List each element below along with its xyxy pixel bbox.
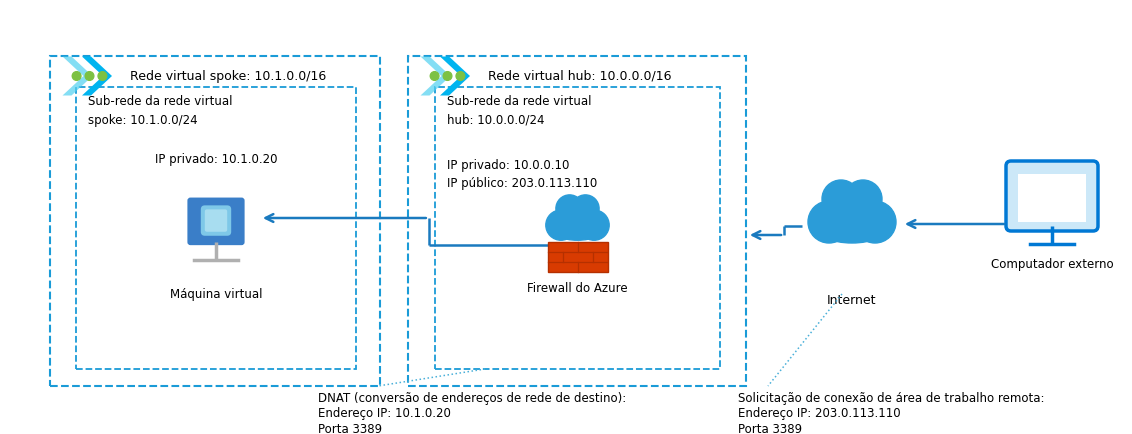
Text: Porta 3389: Porta 3389 bbox=[318, 423, 383, 434]
FancyBboxPatch shape bbox=[200, 205, 231, 236]
Text: Computador externo: Computador externo bbox=[990, 258, 1113, 271]
Circle shape bbox=[558, 198, 597, 237]
Text: Internet: Internet bbox=[827, 294, 877, 307]
Text: IP privado: 10.1.0.20: IP privado: 10.1.0.20 bbox=[155, 153, 277, 166]
FancyBboxPatch shape bbox=[1006, 161, 1098, 231]
FancyBboxPatch shape bbox=[195, 204, 238, 238]
Ellipse shape bbox=[550, 216, 604, 240]
Circle shape bbox=[556, 195, 583, 222]
Text: Máquina virtual: Máquina virtual bbox=[170, 288, 263, 301]
Text: IP privado: 10.0.0.10: IP privado: 10.0.0.10 bbox=[447, 159, 569, 172]
Circle shape bbox=[443, 72, 452, 80]
Circle shape bbox=[572, 195, 599, 222]
Circle shape bbox=[844, 180, 882, 218]
FancyBboxPatch shape bbox=[205, 209, 228, 232]
Text: Porta 3389: Porta 3389 bbox=[738, 423, 803, 434]
Polygon shape bbox=[62, 56, 93, 95]
Polygon shape bbox=[440, 56, 470, 95]
Circle shape bbox=[822, 180, 860, 218]
Circle shape bbox=[456, 72, 465, 80]
Text: DNAT (conversão de endereços de rede de destino):: DNAT (conversão de endereços de rede de … bbox=[318, 392, 626, 405]
Circle shape bbox=[808, 201, 850, 243]
Circle shape bbox=[98, 72, 106, 80]
Text: Endereço IP: 203.0.113.110: Endereço IP: 203.0.113.110 bbox=[738, 408, 901, 421]
Text: Endereço IP: 10.1.0.20: Endereço IP: 10.1.0.20 bbox=[318, 408, 451, 421]
Circle shape bbox=[825, 184, 880, 238]
Circle shape bbox=[72, 72, 82, 80]
Text: IP público: 203.0.113.110: IP público: 203.0.113.110 bbox=[447, 177, 598, 190]
Text: Rede virtual hub: 10.0.0.0/16: Rede virtual hub: 10.0.0.0/16 bbox=[488, 69, 671, 82]
Circle shape bbox=[546, 210, 576, 240]
Ellipse shape bbox=[815, 209, 890, 243]
Circle shape bbox=[430, 72, 439, 80]
Polygon shape bbox=[420, 56, 451, 95]
Circle shape bbox=[578, 210, 609, 240]
Text: Rede virtual spoke: 10.1.0.0/16: Rede virtual spoke: 10.1.0.0/16 bbox=[130, 69, 326, 82]
Text: Solicitação de conexão de área de trabalho remota:: Solicitação de conexão de área de trabal… bbox=[738, 392, 1045, 405]
Polygon shape bbox=[82, 56, 112, 95]
Circle shape bbox=[85, 72, 94, 80]
Bar bbox=[1018, 174, 1086, 222]
Text: Sub-rede da rede virtual
spoke: 10.1.0.0/24: Sub-rede da rede virtual spoke: 10.1.0.0… bbox=[88, 95, 232, 126]
Bar bbox=[548, 242, 608, 272]
Text: Firewall do Azure: Firewall do Azure bbox=[528, 282, 628, 295]
FancyBboxPatch shape bbox=[188, 197, 245, 245]
Text: Sub-rede da rede virtual
hub: 10.0.0.0/24: Sub-rede da rede virtual hub: 10.0.0.0/2… bbox=[447, 95, 592, 126]
Circle shape bbox=[854, 201, 897, 243]
